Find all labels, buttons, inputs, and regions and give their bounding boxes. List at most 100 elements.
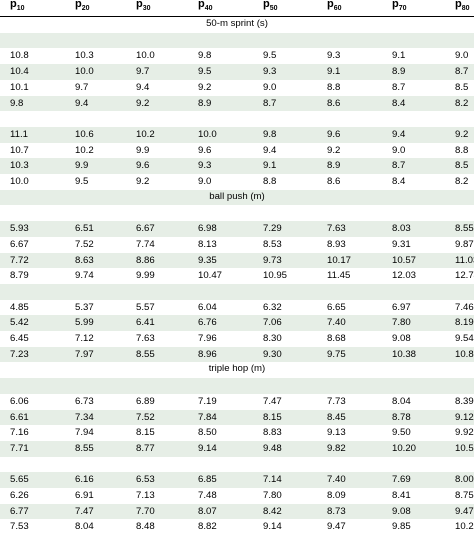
table-cell: 7.53: [10, 521, 29, 533]
table-cell: 8.19: [455, 317, 474, 329]
table-cell: 6.06: [10, 395, 29, 407]
spacer-row: [0, 111, 474, 127]
table-cell: 5.99: [75, 317, 94, 329]
table-cell: 7.71: [10, 442, 29, 454]
table-cell: 7.14: [263, 474, 282, 486]
table-row: 6.61 7.34 7.52 7.84 8.15 8.45 8.78 9.12: [0, 409, 474, 426]
table-row: 7.72 8.63 8.86 9.35 9.73 10.17 10.57 11.03: [0, 252, 474, 269]
table-cell: 10.6: [75, 128, 94, 140]
table-cell: 8.93: [327, 238, 346, 250]
header-subscript: 60: [333, 5, 342, 13]
spacer-row: [0, 457, 474, 473]
table-row: 11.1 10.6 10.2 10.0 9.8 9.6 9.4 9.2: [0, 126, 474, 143]
table-row: 6.45 7.12 7.63 7.96 8.30 8.68 9.08 9.54: [0, 331, 474, 347]
header-subscript: 50: [269, 5, 278, 13]
table-cell: 8.79: [10, 270, 29, 282]
table-row: 4.85 5.37 5.57 6.04 6.32 6.65 6.97 7.46: [0, 300, 474, 316]
table-cell: 7.63: [327, 223, 346, 235]
table-cell: 9.0: [198, 176, 212, 187]
table-cell: 9.8: [198, 50, 212, 62]
table-cell: 9.0: [455, 50, 469, 62]
table-cell: 7.47: [263, 395, 282, 407]
table-cell: 7.74: [136, 238, 155, 250]
table-cell: 10.59: [455, 442, 474, 454]
table-cell: 8.75: [455, 490, 474, 501]
table-cell: 11.03: [455, 254, 474, 266]
table-cell: 6.26: [10, 490, 29, 501]
table-cell: 9.3: [327, 50, 341, 62]
table-cell: 8.9: [392, 66, 406, 78]
header-base-text: p: [392, 0, 399, 10]
table-cell: 8.8: [455, 144, 469, 156]
table-cell: 8.77: [136, 442, 155, 454]
header-subscript: 80: [461, 5, 470, 13]
table-cell: 9.75: [327, 348, 346, 360]
table-cell: 9.2: [136, 176, 150, 187]
table-cell: 11.1: [10, 128, 28, 140]
header-base-text: p: [10, 0, 17, 10]
table-cell: 6.61: [10, 411, 29, 423]
table-cell: 4.85: [10, 301, 29, 313]
table-cell: 6.16: [75, 474, 94, 486]
table-header-row: p10 p20 p30 p40 p50 p60 p70 p80: [0, 0, 474, 17]
header-p70: p70: [392, 0, 407, 12]
table-cell: 8.78: [392, 411, 411, 423]
table-cell: 9.54: [455, 333, 474, 344]
table-cell: 12.03: [392, 270, 417, 282]
table-cell: 9.87: [455, 238, 474, 250]
table-cell: 9.7: [75, 81, 89, 93]
table-cell: 9.6: [136, 160, 150, 172]
table-cell: 8.55: [455, 223, 474, 235]
table-cell: 5.93: [10, 223, 29, 235]
table-cell: 6.53: [136, 474, 155, 486]
table-cell: 6.89: [136, 395, 155, 407]
table-cell: 6.32: [263, 301, 282, 313]
table-cell: 6.91: [75, 490, 94, 501]
table-cell: 7.52: [136, 411, 155, 423]
table-cell: 8.9: [198, 97, 212, 109]
table-cell: 7.40: [327, 317, 346, 329]
table-cell: 9.73: [263, 254, 282, 266]
header-subscript: 70: [398, 5, 407, 13]
table-cell: 9.82: [327, 442, 346, 454]
table-cell: 10.1: [10, 81, 29, 93]
table-cell: 9.50: [392, 427, 411, 439]
table-cell: 7.16: [10, 427, 29, 439]
section-title: 50-m sprint (s): [206, 18, 268, 29]
table-cell: 6.41: [136, 317, 155, 329]
table-cell: 8.8: [263, 176, 277, 187]
table-cell: 8.15: [263, 411, 282, 423]
table-cell: 10.0: [75, 66, 94, 78]
table-row: 9.8 9.4 9.2 8.9 8.7 8.6 8.4 8.2: [0, 95, 474, 112]
table-row: 10.4 10.0 9.7 9.5 9.3 9.1 8.9 8.7: [0, 64, 474, 80]
table-cell: 8.50: [198, 427, 217, 439]
table-row: 10.1 9.7 9.4 9.2 9.0 8.8 8.7 8.5: [0, 80, 474, 96]
table-cell: 6.98: [198, 223, 217, 235]
table-cell: 9.9: [75, 160, 89, 172]
table-cell: 9.92: [455, 427, 474, 439]
table-cell: 8.09: [327, 490, 346, 501]
table-cell: 9.2: [136, 97, 150, 109]
table-cell: 8.00: [455, 474, 474, 486]
header-base-text: p: [263, 0, 270, 10]
table-cell: 8.73: [327, 505, 346, 517]
table-cell: 9.0: [263, 81, 277, 93]
table-row: 7.53 8.04 8.48 8.82 9.14 9.47 9.85 10.28: [0, 519, 474, 535]
table-cell: 8.82: [198, 521, 217, 533]
table-cell: 10.2: [75, 144, 94, 156]
table-cell: 9.14: [198, 442, 217, 454]
table-cell: 6.04: [198, 301, 217, 313]
table-cell: 8.6: [327, 97, 341, 109]
table-cell: 9.1: [327, 66, 341, 78]
table-cell: 8.07: [198, 505, 217, 517]
table-cell: 10.0: [136, 50, 155, 62]
table-cell: 7.13: [136, 490, 155, 501]
table-cell: 5.37: [75, 301, 94, 313]
table-cell: 9.0: [392, 144, 406, 156]
table-cell: 9.9: [136, 144, 150, 156]
table-cell: 8.39: [455, 395, 474, 407]
table-cell: 8.4: [392, 176, 406, 187]
table-cell: 8.55: [75, 442, 94, 454]
table-cell: 10.8: [10, 50, 29, 62]
table-cell: 9.4: [263, 144, 277, 156]
